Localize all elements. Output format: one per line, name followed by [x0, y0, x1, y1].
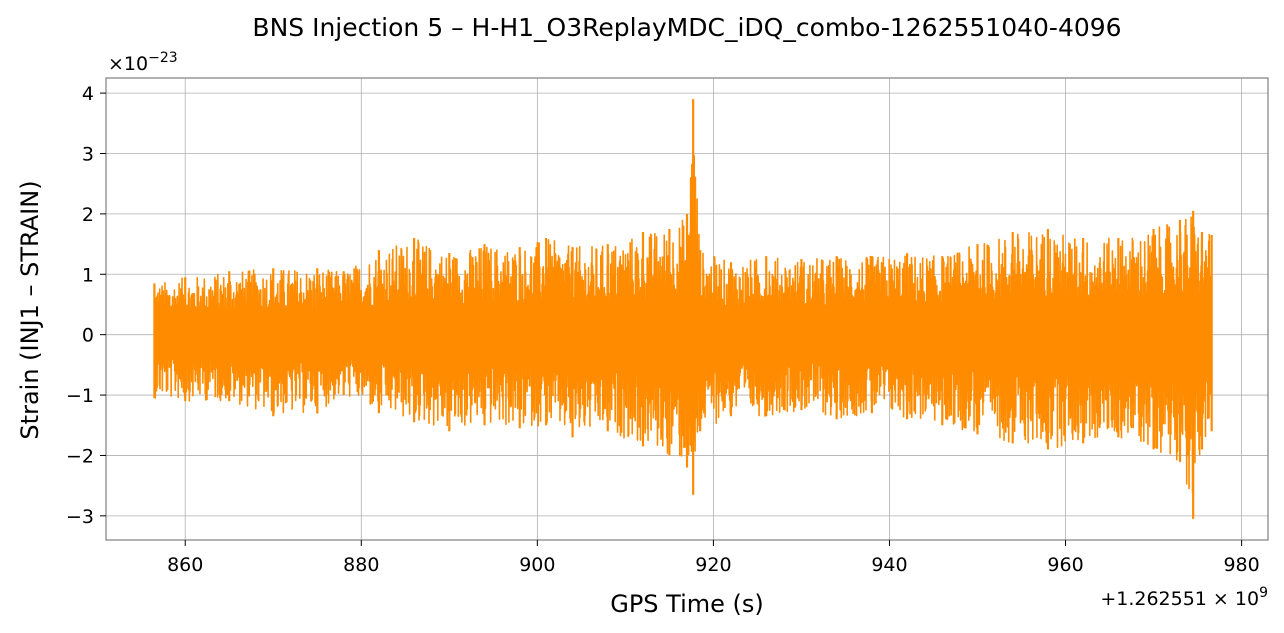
x-tick-label: 980 — [1223, 554, 1259, 576]
y-axis-scale-exponent: −23 — [148, 50, 178, 66]
plot-frame — [105, 77, 1269, 541]
y-axis-label: Strain (INJ1 – STRAIN) — [16, 180, 44, 439]
y-axis-scale-base: ×10 — [108, 53, 148, 75]
x-axis-label: GPS Time (s) — [610, 590, 764, 618]
y-tick-label: 0 — [82, 325, 94, 347]
y-tick-label: 2 — [82, 204, 94, 226]
y-tick-label: −3 — [66, 506, 94, 528]
x-tick-label: 960 — [1047, 554, 1083, 576]
y-tick-label: 3 — [82, 143, 94, 165]
chart-title: BNS Injection 5 – H-H1_O3ReplayMDC_iDQ_c… — [252, 13, 1121, 42]
x-tick-label: 940 — [871, 554, 907, 576]
y-tick-label: −1 — [66, 385, 94, 407]
x-axis-offset: +1.262551 × 109 — [1100, 585, 1268, 610]
y-tick-label: 4 — [82, 83, 94, 105]
x-axis-offset-base: +1.262551 × 10 — [1100, 588, 1259, 610]
x-tick-label: 880 — [343, 554, 379, 576]
x-axis-offset-exponent: 9 — [1259, 585, 1268, 601]
y-tick-label: 1 — [82, 264, 94, 286]
series-line-0 — [153, 154, 1213, 494]
plot-area — [153, 99, 1213, 519]
x-axis: 860 880 900 920 940 960 980 — [167, 540, 1260, 576]
y-tick-label: −2 — [66, 445, 94, 467]
x-tick-label: 860 — [167, 554, 203, 576]
x-tick-label: 920 — [695, 554, 731, 576]
y-axis: −3 −2 −1 0 1 2 3 4 — [66, 83, 106, 528]
y-axis-scale-factor: ×10−23 — [108, 50, 178, 75]
x-tick-label: 900 — [519, 554, 555, 576]
